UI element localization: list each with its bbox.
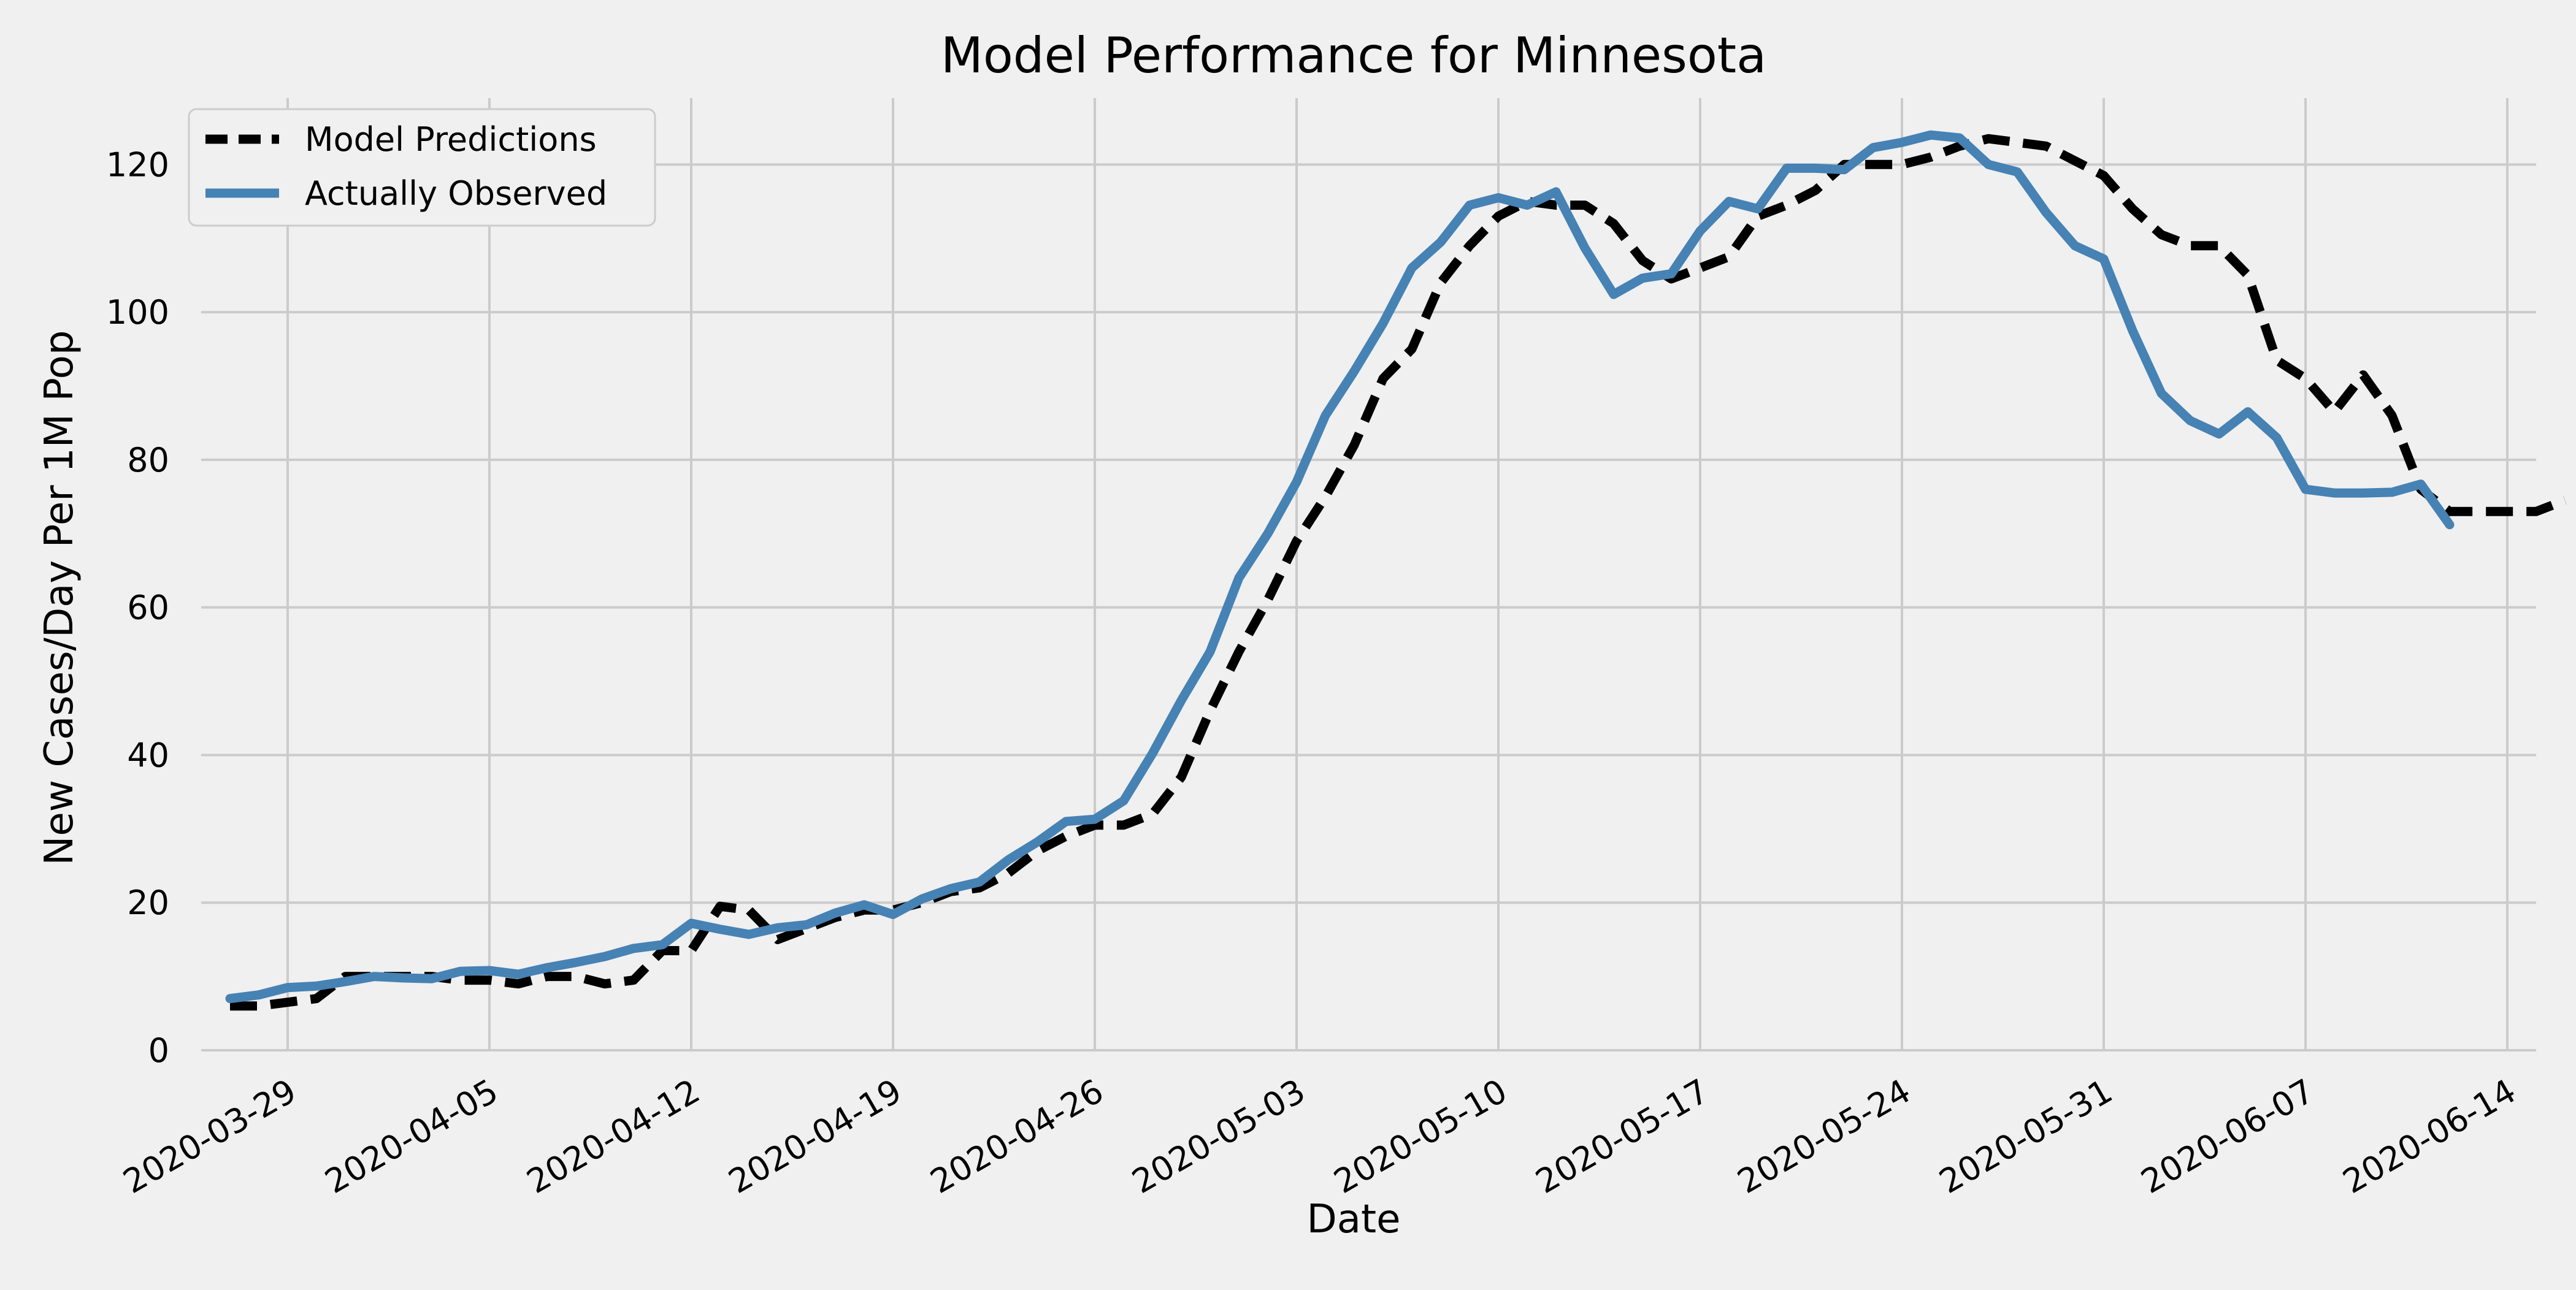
x-tick-label: 2020-03-29: [117, 1072, 302, 1201]
chart-title: Model Performance for Minnesota: [941, 27, 1766, 84]
legend-box: [188, 108, 656, 227]
series-layer: [225, 130, 2567, 1011]
x-tick-label: 2020-05-17: [1529, 1072, 1715, 1201]
x-tick-label: 2020-04-12: [520, 1072, 706, 1201]
x-tick-label: 2020-06-14: [2336, 1072, 2522, 1201]
x-tick-label: 2020-05-10: [1327, 1072, 1513, 1201]
legend-label: Actually Observed: [305, 174, 607, 213]
x-tick-label: 2020-05-24: [1731, 1072, 1917, 1201]
y-tick-label: 60: [127, 589, 169, 627]
y-tick-label: 100: [106, 293, 169, 332]
actually-observed-line: [225, 130, 2455, 1004]
legend-label: Model Predictions: [305, 120, 597, 159]
y-axis-label: New Cases/Day Per 1M Pop: [37, 330, 82, 866]
y-tick-label: 0: [148, 1031, 169, 1070]
x-tick-label: 2020-04-26: [924, 1072, 1110, 1201]
x-tick-label: 2020-04-19: [722, 1072, 908, 1201]
model-predictions-line: [230, 134, 2567, 1011]
x-tick-label: 2020-04-05: [318, 1072, 504, 1201]
grid-lines: [201, 98, 2536, 1051]
x-tick-label: 2020-05-31: [1933, 1072, 2118, 1201]
x-tick-label: 2020-05-03: [1125, 1072, 1311, 1201]
y-tick-label: 80: [127, 441, 169, 479]
legend: Model Predictions Actually Observed: [188, 108, 656, 227]
y-tick-label: 120: [106, 145, 169, 184]
y-tick-label: 20: [127, 884, 169, 922]
x-tick-label: 2020-06-07: [2134, 1072, 2320, 1201]
y-tick-label: 40: [127, 736, 169, 774]
x-axis-label: Date: [1307, 1197, 1401, 1242]
